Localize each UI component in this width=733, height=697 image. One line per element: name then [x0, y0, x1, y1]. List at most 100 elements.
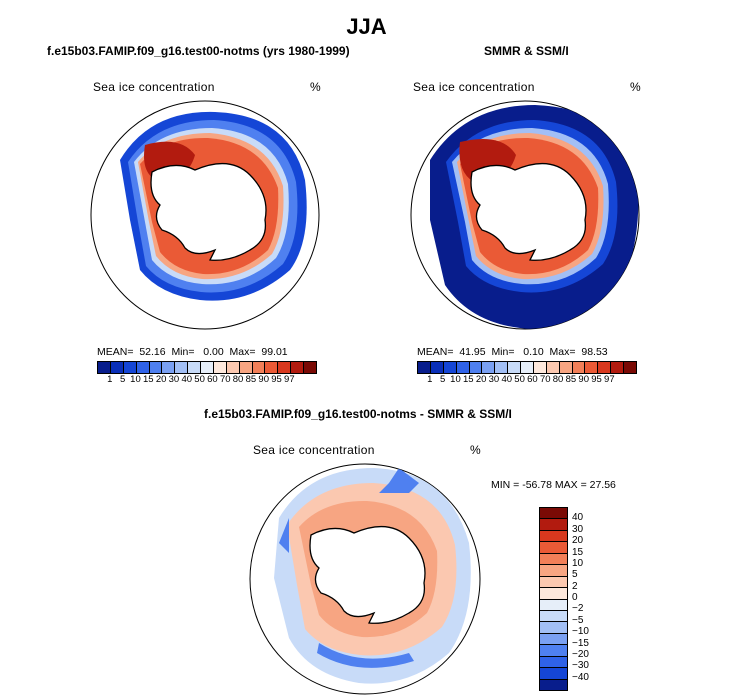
diff-colorbar-swatch — [540, 655, 567, 668]
obs-colorbar-swatch — [507, 362, 520, 373]
model-colorbar-tick-label: 90 — [258, 374, 269, 385]
diff-colorbar-tick-label: −40 — [572, 671, 589, 683]
obs-colorbar-tick-label: 85 — [565, 374, 577, 385]
model-colorbar-tick-label: 15 — [142, 374, 154, 385]
obs-colorbar-swatch — [494, 362, 508, 373]
diff-colorbar — [539, 507, 568, 691]
obs-colorbar-swatch — [520, 362, 533, 373]
model-colorbar — [97, 361, 317, 374]
diff-colorbar-swatch — [540, 609, 567, 622]
diff-colorbar-tick-label: 15 — [572, 546, 584, 558]
obs-mean-value: 41.95 — [459, 346, 486, 358]
model-colorbar-swatch — [109, 362, 123, 373]
model-colorbar-tick-label: 97 — [284, 374, 295, 385]
diff-colorbar-swatch — [540, 529, 567, 542]
model-max-value: 99.01 — [261, 346, 288, 358]
model-mean-value: 52.16 — [139, 346, 166, 358]
model-colorbar-tick-label: 95 — [271, 374, 282, 385]
diff-colorbar-tick-label: 10 — [572, 557, 584, 569]
model-colorbar-swatch — [135, 362, 149, 373]
diff-antarctica-outline — [309, 526, 426, 624]
model-colorbar-tick-label: 50 — [194, 374, 205, 385]
diff-minmax: MIN = -56.78 MAX = 27.56 — [491, 479, 616, 491]
diff-variable-label: Sea ice concentration — [253, 443, 375, 457]
model-colorbar-tick-label: 60 — [207, 374, 218, 385]
figure-title: JJA — [346, 14, 387, 39]
model-colorbar-swatch — [122, 362, 136, 373]
diff-panel-title: f.e15b03.FAMIP.f09_g16.test00-notms - SM… — [204, 407, 512, 421]
diff-colorbar-swatch — [540, 621, 567, 633]
diff-colorbar-tick-label: 20 — [572, 535, 584, 547]
model-colorbar-tick-label: 30 — [168, 374, 180, 385]
model-colorbar-ticks: 1 5 10 15 20 30 40 50 60 70 80 85 90 95 97 — [97, 374, 317, 386]
diff-colorbar-swatch — [540, 541, 567, 553]
diff-colorbar-tick-label: 40 — [572, 512, 584, 524]
obs-colorbar-swatch — [468, 362, 482, 373]
obs-colorbar-tick-label: 20 — [475, 374, 487, 385]
obs-max-label: Max= — [549, 346, 576, 358]
obs-colorbar-swatch — [623, 362, 636, 373]
model-colorbar-swatch — [212, 362, 226, 373]
obs-colorbar-tick-label: 30 — [488, 374, 500, 385]
diff-colorbar-tick-label: −2 — [572, 603, 584, 615]
obs-antarctica-outline — [470, 163, 587, 261]
model-min-label: Min= — [171, 346, 195, 358]
model-colorbar-swatch — [277, 362, 291, 373]
model-panel-title: f.e15b03.FAMIP.f09_g16.test00-notms (yrs… — [47, 44, 350, 58]
model-colorbar-swatch — [264, 362, 278, 373]
diff-unit-label: % — [470, 443, 481, 457]
model-colorbar-swatch — [148, 362, 162, 373]
diff-colorbar-ticks: 40 30 20 15 10 5 2 0 −2 −5 −10 −15 −20 −30 −40 — [572, 507, 612, 689]
obs-colorbar-tick-label: 97 — [604, 374, 615, 385]
diff-colorbar-swatch — [540, 552, 567, 565]
obs-stats: MEAN= 41.95 Min= 0.10 Max= 98.53 — [417, 346, 608, 358]
obs-colorbar-swatch — [558, 362, 572, 373]
obs-colorbar-swatch — [442, 362, 456, 373]
diff-colorbar-tick-label: −20 — [572, 648, 589, 660]
model-colorbar-swatch — [303, 362, 316, 373]
model-colorbar-swatch — [98, 362, 110, 373]
model-stats: MEAN= 52.16 Min= 0.00 Max= 99.01 — [97, 346, 288, 358]
model-colorbar-swatch — [161, 362, 175, 373]
obs-panel-title: SMMR & SSM/I — [484, 44, 569, 58]
model-unit-label: % — [310, 80, 321, 94]
diff-colorbar-tick-label: −10 — [572, 626, 589, 638]
model-variable-label: Sea ice concentration — [93, 80, 215, 94]
diff-colorbar-swatch — [540, 564, 567, 576]
diff-colorbar-tick-label: 0 — [572, 592, 578, 603]
model-colorbar-swatch — [200, 362, 213, 373]
obs-colorbar-swatch — [545, 362, 559, 373]
diff-colorbar-tick-label: −15 — [572, 637, 589, 649]
obs-colorbar-tick-label: 5 — [439, 374, 446, 385]
obs-variable-label: Sea ice concentration — [413, 80, 535, 94]
obs-colorbar-swatch — [455, 362, 469, 373]
model-colorbar-tick-label: 40 — [181, 374, 193, 385]
obs-colorbar-tick-label: 40 — [501, 374, 513, 385]
obs-colorbar-tick-label: 1 — [427, 374, 433, 385]
model-colorbar-swatch — [225, 362, 239, 373]
diff-colorbar-tick-label: −5 — [572, 614, 584, 626]
model-colorbar-swatch — [187, 362, 200, 373]
diff-colorbar-swatch — [540, 598, 567, 610]
model-max-label: Max= — [229, 346, 256, 358]
diff-colorbar-tick-label: 5 — [572, 569, 578, 581]
model-colorbar-tick-label: 5 — [119, 374, 126, 385]
obs-unit-label: % — [630, 80, 641, 94]
obs-colorbar-tick-label: 60 — [527, 374, 538, 385]
obs-colorbar-swatch — [418, 362, 430, 373]
model-mean-label: MEAN= — [97, 346, 134, 358]
obs-colorbar-tick-label: 80 — [552, 374, 564, 385]
model-colorbar-tick-label: 80 — [232, 374, 244, 385]
diff-colorbar-swatch — [540, 678, 567, 690]
diff-colorbar-tick-label: 30 — [572, 523, 584, 535]
obs-colorbar-ticks: 1 5 10 15 20 30 40 50 60 70 80 85 90 95 97 — [417, 374, 637, 386]
obs-colorbar-tick-label: 70 — [539, 374, 551, 385]
obs-colorbar-swatch — [532, 362, 546, 373]
obs-colorbar-tick-label: 95 — [591, 374, 602, 385]
obs-colorbar-tick-label: 15 — [462, 374, 474, 385]
diff-polar-map — [249, 463, 481, 695]
obs-colorbar-swatch — [571, 362, 585, 373]
obs-min-value: 0.10 — [523, 346, 544, 358]
obs-colorbar-tick-label: 10 — [450, 374, 461, 385]
model-colorbar-swatch — [290, 362, 303, 373]
